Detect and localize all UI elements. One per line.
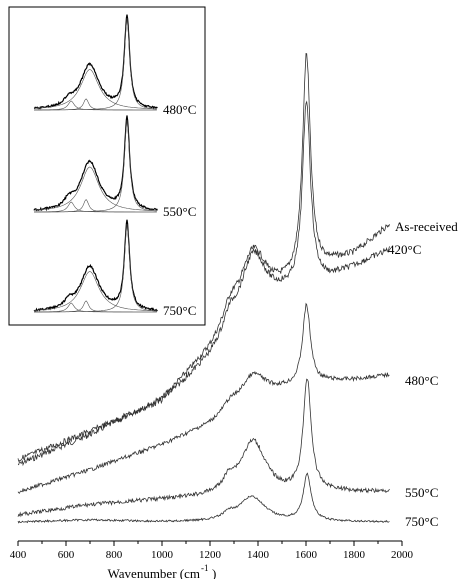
x-tick-label: 1600 (295, 549, 318, 561)
x-tick-label: 400 (10, 549, 27, 561)
series-label: 550°C (405, 485, 438, 500)
inset-curves (33, 14, 158, 313)
x-axis-ticks: 400 600 800 1000 1200 1400 1600 1800 2000 (10, 541, 414, 561)
x-axis-label: Wavenumber (cm (108, 566, 200, 579)
series-line-4 (17, 378, 390, 518)
series-line-1 (17, 52, 390, 467)
x-axis-label-end: ) (212, 566, 216, 579)
inset-label: 750°C (163, 303, 196, 318)
x-tick-label: 800 (106, 549, 123, 561)
series-line-3 (17, 302, 390, 494)
x-tick-label: 1000 (151, 549, 174, 561)
inset-fit-component (34, 69, 157, 110)
inset-label: 480°C (163, 102, 196, 117)
x-tick-label: 600 (58, 549, 75, 561)
inset-spectrum-2 (33, 115, 158, 212)
series-line-2 (17, 100, 390, 462)
series-labels: As-received 420°C 480°C 550°C 750°C (388, 219, 458, 529)
inset-frame (8, 6, 206, 326)
inset-spectrum-1 (33, 14, 158, 110)
inset-fit-component (34, 302, 157, 313)
series-label: 750°C (405, 514, 438, 529)
inset-panel: 480°C 550°C 750°C (8, 6, 206, 326)
x-tick-label: 1200 (199, 549, 222, 561)
x-axis-label-superscript: -1 (201, 563, 209, 573)
series-label: 420°C (388, 242, 421, 257)
series-label: 480°C (405, 373, 438, 388)
x-tick-label: 2000 (391, 549, 414, 561)
inset-fit-component (34, 271, 157, 312)
series-label: As-received (395, 219, 458, 234)
x-tick-label: 1800 (343, 549, 366, 561)
inset-fit-component (34, 100, 157, 111)
x-tick-label: 1400 (247, 549, 270, 561)
series-layer (17, 52, 390, 524)
inset-fit-component (33, 166, 157, 212)
inset-fit-component (34, 201, 157, 213)
inset-label: 550°C (163, 204, 196, 219)
series-line-5 (17, 472, 390, 524)
inset-labels: 480°C 550°C 750°C (163, 102, 196, 318)
inset-spectrum-3 (33, 219, 158, 312)
